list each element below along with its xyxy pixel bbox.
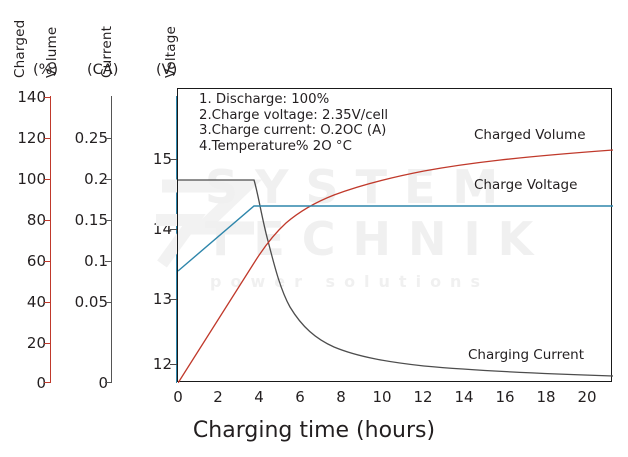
series-path-charged-volume [178,149,613,383]
xtick-0: 0 [173,388,183,406]
ytick-current-015: 0.15 [74,211,108,229]
note-item-3: 3.Charge current: O.2OC (A) [199,123,387,139]
tick-current-020 [105,179,112,180]
ytick-percent-80: 80 [26,211,46,229]
tick-voltage-150 [170,159,178,160]
callout-charging-current: Charging Current [468,347,585,363]
tick-current-005 [105,302,112,303]
tick-percent-20 [44,343,51,344]
series-path-charge-voltage [178,205,613,272]
note-item-2: 2.Charge voltage: 2.35V/cell [199,107,389,123]
xtick-18: 18 [536,388,556,406]
callout-charge-voltage: Charge Voltage [474,177,578,193]
series-svg [178,149,613,383]
ytick-percent-60: 60 [26,252,46,270]
ytick-voltage-140: 14 [152,220,172,238]
note-item-1: 1. Discharge: 100% [199,92,330,107]
axis-unit-percent: (%) [33,62,59,78]
axis-line-percent [50,96,51,383]
tick-percent-140 [44,97,51,98]
x-axis-title: Charging time (hours) [192,418,436,443]
ytick-percent-140: 140 [17,88,46,106]
xtick-6: 6 [295,388,305,406]
ytick-percent-100: 100 [17,170,46,188]
axis-line-current [111,96,112,383]
tick-voltage-120 [170,364,178,365]
tick-percent-60 [44,261,51,262]
tick-current-010 [105,261,112,262]
axis-unit-current: (CA) [87,62,119,78]
ytick-voltage-120: 12 [152,355,172,373]
ytick-voltage-150: 15 [152,150,172,168]
tick-percent-80 [44,220,51,221]
tick-percent-120 [44,138,51,139]
axis-unit-voltage: (V) [156,62,178,78]
ytick-current-0: 0 [98,374,108,392]
xtick-12: 12 [413,388,433,406]
tick-current-015 [105,220,112,221]
ytick-current-025: 0.25 [74,129,108,147]
callout-charged-volume: Charged Volume [474,127,586,143]
tick-current-025 [105,138,112,139]
xtick-10: 10 [372,388,392,406]
xtick-4: 4 [254,388,264,406]
xtick-2: 2 [213,388,223,406]
ytick-percent-120: 120 [17,129,46,147]
ytick-current-005: 0.05 [74,293,108,311]
ytick-current-020: 0.2 [84,170,108,188]
xtick-16: 16 [495,388,515,406]
ytick-voltage-130: 13 [152,290,172,308]
ytick-percent-0: 0 [36,374,46,392]
tick-current-0 [105,382,112,383]
tick-percent-0 [44,382,51,383]
conditions-note-block: 1. Discharge: 100% 2.Charge voltage: 2.3… [199,92,388,154]
tick-voltage-130 [170,299,178,300]
plot-area [177,88,613,383]
tick-percent-100 [44,179,51,180]
ytick-current-010: 0.1 [84,252,108,270]
xtick-8: 8 [336,388,346,406]
ytick-percent-40: 40 [26,293,46,311]
tick-percent-40 [44,302,51,303]
xtick-20: 20 [577,388,597,406]
axis-header-charged: Charged [12,19,28,78]
note-item-4: 4.Temperature% 2O °C [199,138,352,154]
xtick-14: 14 [454,388,474,406]
series-path-charging-current [178,179,613,377]
ytick-percent-20: 20 [26,334,46,352]
